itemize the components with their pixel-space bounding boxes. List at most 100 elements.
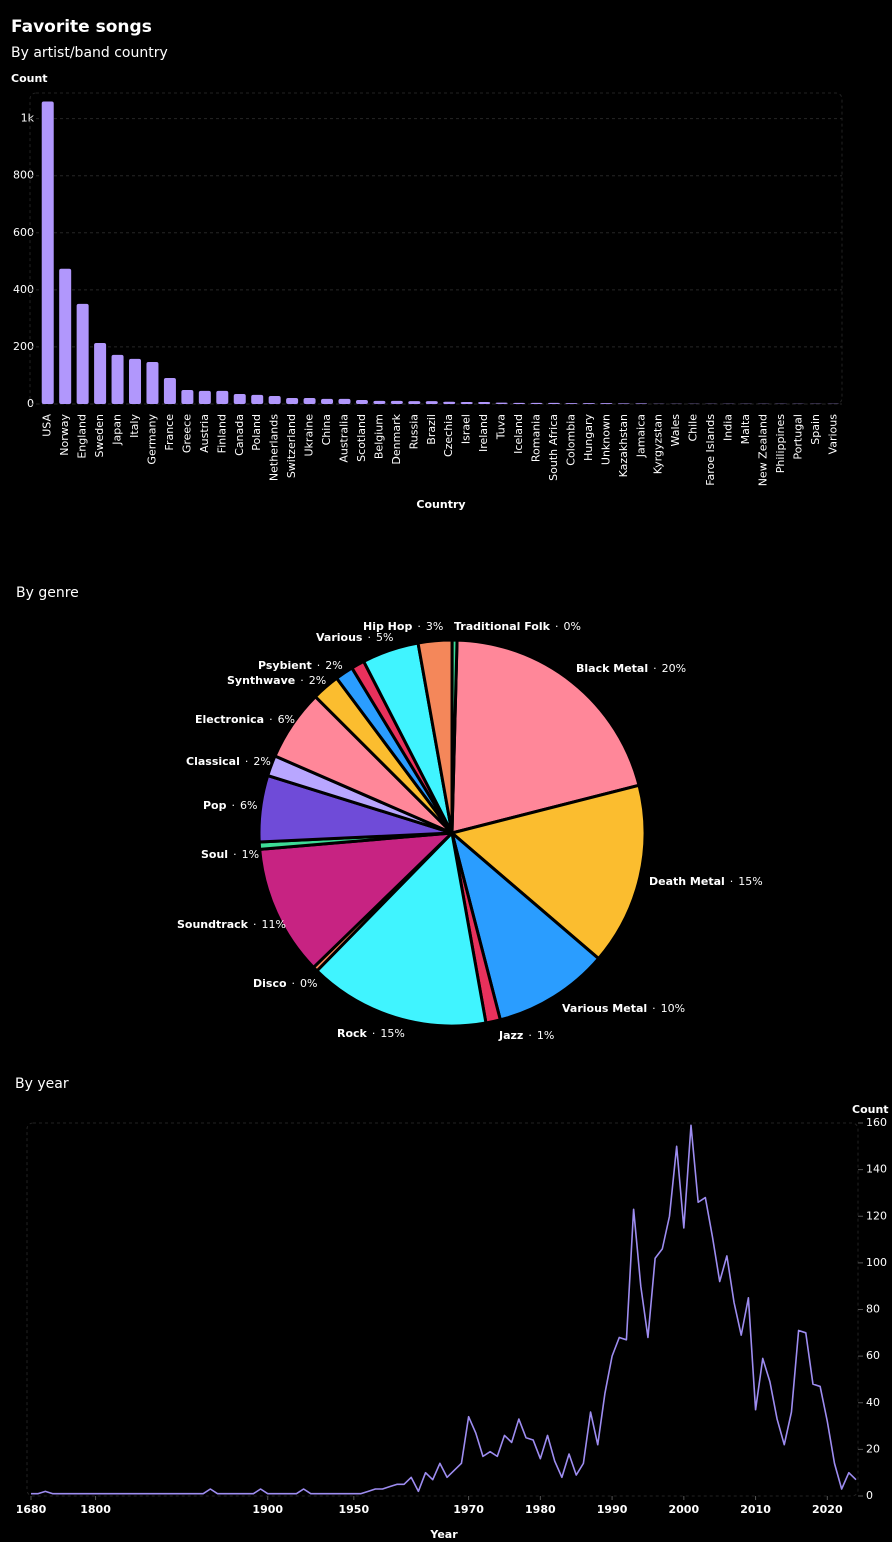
- bar: [617, 403, 630, 404]
- slice-value-label: 15%: [380, 1027, 404, 1040]
- slice-value-label: 10%: [661, 1002, 685, 1015]
- x-tick-label: China: [320, 414, 333, 445]
- x-tick-label: Spain: [809, 414, 822, 445]
- bar: [582, 403, 595, 404]
- x-tick-label: Chile: [687, 414, 700, 442]
- bar: [94, 342, 107, 404]
- x-tick-label: Poland: [250, 414, 263, 451]
- y-tick-label: 600: [13, 226, 34, 239]
- x-axis-title: Country: [416, 498, 465, 511]
- label-separator: ·: [367, 631, 371, 644]
- slice-label: Jazz · 1%: [498, 1029, 554, 1042]
- bar: [443, 401, 456, 404]
- bar: [163, 378, 176, 404]
- slice-name: Soundtrack: [177, 918, 249, 931]
- chart-title: By year: [15, 1076, 69, 1092]
- slice-name: Soul: [201, 848, 228, 861]
- label-separator: ·: [317, 659, 321, 672]
- x-tick-label: Australia: [337, 414, 350, 463]
- x-tick-label: Italy: [128, 414, 141, 438]
- slice-value-label: 6%: [240, 799, 257, 812]
- label-separator: ·: [417, 620, 421, 633]
- label-separator: ·: [245, 755, 249, 768]
- x-tick-label: 2000: [669, 1503, 700, 1516]
- x-tick-label: Czechia: [442, 414, 455, 457]
- x-tick-label: Philippines: [774, 414, 787, 474]
- pie-slice: [258, 831, 454, 969]
- slice-name: Traditional Folk: [454, 620, 551, 633]
- slice-name: Rock: [337, 1027, 368, 1040]
- y-tick-label: 400: [13, 283, 34, 296]
- x-tick-label: USA: [41, 414, 54, 437]
- bar: [600, 403, 613, 404]
- plot-frame: [26, 1122, 859, 1497]
- pie-slice: [450, 783, 647, 961]
- x-tick-label: South Africa: [547, 414, 560, 481]
- x-tick-label: Romania: [530, 414, 543, 462]
- bar: [41, 101, 54, 404]
- slice-label: Disco · 0%: [253, 977, 317, 990]
- slice-value-label: 5%: [376, 631, 393, 644]
- x-tick-label: 1680: [16, 1503, 47, 1516]
- bar: [355, 400, 368, 404]
- bar: [460, 402, 473, 404]
- slice-value-label: 6%: [278, 713, 295, 726]
- slice-value-label: 3%: [426, 620, 443, 633]
- label-separator: ·: [300, 674, 304, 687]
- slice-label: Soundtrack · 11%: [177, 918, 286, 931]
- label-separator: ·: [292, 977, 296, 990]
- slice-name: Black Metal: [576, 662, 648, 675]
- bar: [111, 354, 124, 404]
- pie-slice: [450, 638, 641, 835]
- bar: [565, 403, 578, 404]
- x-tick-label: India: [722, 414, 735, 441]
- x-tick-label: Switzerland: [285, 414, 298, 478]
- y-axis-title: Count: [11, 72, 48, 85]
- x-tick-label: Kazakhstan: [617, 414, 630, 477]
- x-tick-label: Portugal: [791, 414, 804, 460]
- x-tick-label: Wales: [669, 414, 682, 447]
- bar: [530, 402, 543, 404]
- slice-value-label: 1%: [537, 1029, 554, 1042]
- x-tick-label: Greece: [180, 414, 193, 453]
- chart-title: By genre: [16, 585, 79, 601]
- slice-label: Electronica · 6%: [195, 713, 295, 726]
- x-tick-label: Austria: [198, 414, 211, 453]
- x-tick-label: Brazil: [425, 414, 438, 445]
- slice-label: Various Metal · 10%: [562, 1002, 685, 1015]
- slice-label: Rock · 15%: [337, 1027, 405, 1040]
- x-tick-label: 1800: [80, 1503, 111, 1516]
- bar: [146, 362, 159, 404]
- label-separator: ·: [232, 799, 236, 812]
- label-separator: ·: [653, 662, 657, 675]
- pie-slice: [450, 638, 459, 835]
- x-tick-label: Norway: [58, 414, 71, 456]
- x-tick-label: Iceland: [512, 414, 525, 454]
- bar: [59, 268, 72, 404]
- x-tick-label: Sweden: [93, 414, 106, 457]
- slice-name: Disco: [253, 977, 287, 990]
- bar: [547, 402, 560, 404]
- y-tick-label: 40: [866, 1396, 880, 1409]
- chart-subtitle: By artist/band country: [11, 45, 168, 61]
- slice-value-label: 0%: [300, 977, 317, 990]
- slice-name: Classical: [186, 755, 240, 768]
- bar: [495, 402, 508, 404]
- slice-value-label: 20%: [662, 662, 686, 675]
- bar: [513, 402, 526, 404]
- label-separator: ·: [555, 620, 559, 633]
- slice-name: Jazz: [498, 1029, 523, 1042]
- bar: [408, 401, 421, 404]
- page-title: Favorite songs: [11, 17, 152, 37]
- y-tick-label: 200: [13, 340, 34, 353]
- x-tick-label: Various: [826, 414, 839, 455]
- x-tick-label: 1970: [453, 1503, 484, 1516]
- slice-value-label: 2%: [325, 659, 342, 672]
- slice-name: Hip Hop: [363, 620, 412, 633]
- x-tick-label: 2020: [812, 1503, 843, 1516]
- y-tick-label: 60: [866, 1349, 880, 1362]
- x-tick-label: 1950: [339, 1503, 370, 1516]
- label-separator: ·: [253, 918, 257, 931]
- slice-name: Pop: [203, 799, 227, 812]
- slice-label: Death Metal · 15%: [649, 875, 763, 888]
